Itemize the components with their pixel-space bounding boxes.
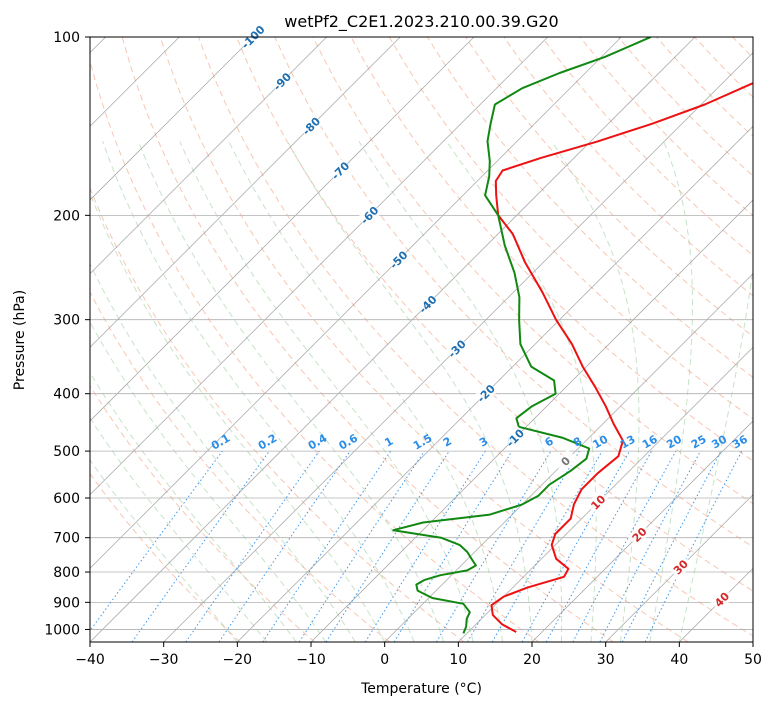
y-tick-label: 200 xyxy=(53,208,80,224)
x-tick-label: 40 xyxy=(670,652,688,668)
y-tick-label: 100 xyxy=(53,30,80,46)
dry-adiabat-line xyxy=(312,37,753,505)
dry-adiabat-line xyxy=(465,37,753,338)
dry-adiabat-line xyxy=(90,186,465,642)
dry-adiabat-line xyxy=(274,37,753,548)
x-tick-label: 0 xyxy=(380,652,389,668)
dewpoint-profile-line xyxy=(392,37,652,634)
isotherm-label-bg xyxy=(415,292,440,317)
series-layer xyxy=(392,37,753,634)
dry-adiabat-line xyxy=(388,37,753,420)
mixing-ratio-line xyxy=(131,450,270,642)
mixing-ratio-line xyxy=(325,450,450,642)
isotherm-label-bg xyxy=(709,587,734,612)
dry-adiabat-line xyxy=(350,37,753,462)
isotherm-label-bg xyxy=(503,425,528,450)
dry-adiabat-line xyxy=(236,37,753,592)
x-tick-label: −30 xyxy=(149,652,179,668)
isotherm-line xyxy=(90,37,327,275)
x-axis-title: Temperature (°C) xyxy=(360,681,482,697)
grid-layer xyxy=(90,37,753,642)
x-tick-label: 30 xyxy=(597,652,615,668)
mixing-ratio-line xyxy=(572,450,677,642)
isotherm-label-bg xyxy=(328,158,353,183)
isotherm-label-bg xyxy=(270,69,295,94)
isotherm-line xyxy=(90,37,696,642)
mixing-ratio-line xyxy=(90,450,223,632)
dry-adiabat-line xyxy=(90,384,316,642)
x-tick-label: −10 xyxy=(296,652,326,668)
mixing-ratio-line xyxy=(298,450,425,642)
mixing-ratio-line xyxy=(185,450,320,642)
mixing-ratio-line xyxy=(393,450,513,642)
isotherm-line xyxy=(90,37,401,348)
y-axis-title: Pressure (hPa) xyxy=(12,290,28,390)
isotherm-label-bg xyxy=(627,522,652,547)
axis-layer: −40 −30 −20 −10 0 10 20 30 40 50 100 200 300 400 500 60… xyxy=(44,30,762,668)
isotherm-line xyxy=(163,52,753,642)
dry-adiabat-line xyxy=(121,37,614,642)
y-tick-label: 500 xyxy=(53,444,80,460)
isotherm-label-bg xyxy=(444,336,469,361)
y-tick-label: 900 xyxy=(53,595,80,611)
isotherm-line xyxy=(90,37,548,496)
isotherm-line xyxy=(384,273,753,642)
plot-frame xyxy=(89,36,754,643)
y-tick-label: 700 xyxy=(53,531,80,547)
y-tick-label: 400 xyxy=(53,387,80,403)
y-tick-label: 800 xyxy=(53,565,80,581)
mixing-ratio-line xyxy=(545,450,653,642)
isotherm-line xyxy=(90,37,254,201)
isotherm-label-bg xyxy=(586,490,611,515)
dry-adiabat-line xyxy=(426,37,753,378)
isotherm-label-bg xyxy=(386,247,411,272)
dry-adiabat-line xyxy=(159,37,689,642)
isotherm-label-bg xyxy=(553,449,578,474)
x-tick-label: 10 xyxy=(449,652,467,668)
dry-adiabat-line xyxy=(90,472,241,642)
temperature-profile-line xyxy=(490,82,753,633)
mixing-ratio-line xyxy=(644,450,743,642)
isotherm-label-bg xyxy=(299,114,324,139)
isotherm-line xyxy=(310,199,753,642)
mixing-ratio-line xyxy=(262,450,392,642)
isotherm-line xyxy=(237,125,753,642)
isotherm-line xyxy=(458,346,753,642)
mixing-ratio-line xyxy=(218,450,351,642)
isotherm-line xyxy=(90,37,622,569)
x-tick-label: −40 xyxy=(75,652,105,668)
mixing-ratio-line xyxy=(521,450,630,642)
x-tick-label: 50 xyxy=(744,652,762,668)
x-tick-label: −20 xyxy=(223,652,253,668)
y-tick-label: 1000 xyxy=(44,622,80,638)
dry-adiabat-line xyxy=(90,291,390,642)
y-tick-label: 600 xyxy=(53,491,80,507)
x-tick-label: 20 xyxy=(523,652,541,668)
dry-adiabat-line xyxy=(503,37,753,297)
isotherm-label-bg xyxy=(668,555,693,580)
isotherm-line xyxy=(90,37,475,422)
isotherm-label-bg xyxy=(357,203,382,228)
isotherm-line xyxy=(605,494,753,642)
chart-title: wetPf2_C2E1.2023.210.00.39.G20 xyxy=(284,12,558,32)
isotherm-label-bg xyxy=(473,381,498,406)
y-tick-label: 300 xyxy=(53,313,80,329)
dry-adiabat-line xyxy=(90,59,540,642)
